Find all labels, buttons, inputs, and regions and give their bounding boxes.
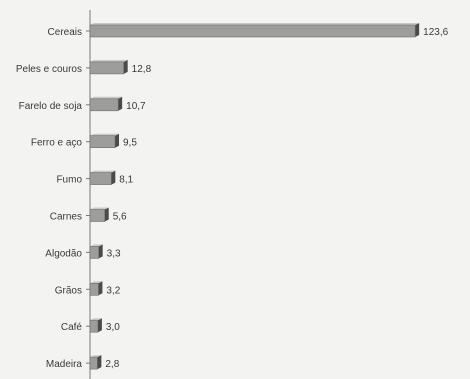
bar-top-face: [90, 96, 123, 99]
bar-top-face: [90, 355, 102, 358]
value-label: 3,2: [106, 285, 120, 296]
bars-group: [89, 23, 420, 370]
value-label: 2,8: [105, 359, 119, 370]
category-label: Farelo de soja: [19, 101, 83, 112]
value-label: 123,6: [423, 27, 448, 38]
bar: [89, 356, 98, 370]
bar-top-face: [90, 170, 116, 173]
bar-side-face: [114, 133, 119, 148]
bar-top-face: [90, 318, 102, 321]
category-label: Algodão: [45, 248, 82, 259]
bar-side-face: [123, 59, 128, 74]
category-label: Fumo: [56, 175, 82, 186]
bar-side-face: [111, 170, 116, 185]
bar-top-face: [90, 23, 420, 25]
labels-group: Cereais 123,6 Peles e couros 12,8 Farelo de …: [16, 27, 449, 370]
bar-top-face: [90, 281, 103, 284]
bar-side-face: [118, 96, 123, 111]
category-label: Peles e couros: [16, 64, 82, 75]
category-label: Madeira: [46, 359, 83, 370]
value-label: 10,7: [126, 101, 146, 112]
value-label: 12,8: [132, 64, 152, 75]
bar: [89, 319, 99, 333]
bar-side-face: [98, 281, 103, 296]
bar: [89, 246, 99, 259]
axis-group: [86, 10, 91, 379]
category-label: Carnes: [50, 212, 82, 223]
category-label: Café: [61, 322, 83, 333]
value-label: 3,3: [107, 248, 121, 259]
bar: [89, 61, 124, 75]
bar-side-face: [415, 23, 420, 37]
category-label: Cereais: [48, 27, 82, 38]
bar: [89, 135, 116, 148]
value-label: 5,6: [113, 212, 127, 223]
bar: [89, 209, 106, 222]
bar: [89, 24, 416, 38]
bar-top-face: [90, 59, 128, 62]
bar-side-face: [98, 244, 103, 259]
bar-side-face: [97, 355, 102, 370]
bar: [89, 172, 112, 185]
value-label: 3,0: [106, 322, 120, 333]
value-label: 8,1: [119, 175, 133, 186]
bar: [89, 98, 119, 112]
category-label: Grãos: [55, 285, 82, 296]
bar-top-face: [90, 133, 119, 136]
value-label: 9,5: [123, 138, 137, 149]
category-label: Ferro e aço: [31, 138, 83, 149]
bar-top-face: [90, 207, 109, 210]
bar: [89, 282, 99, 296]
bar-side-face: [104, 207, 109, 222]
bar-side-face: [97, 318, 102, 333]
bar-top-face: [90, 244, 103, 247]
